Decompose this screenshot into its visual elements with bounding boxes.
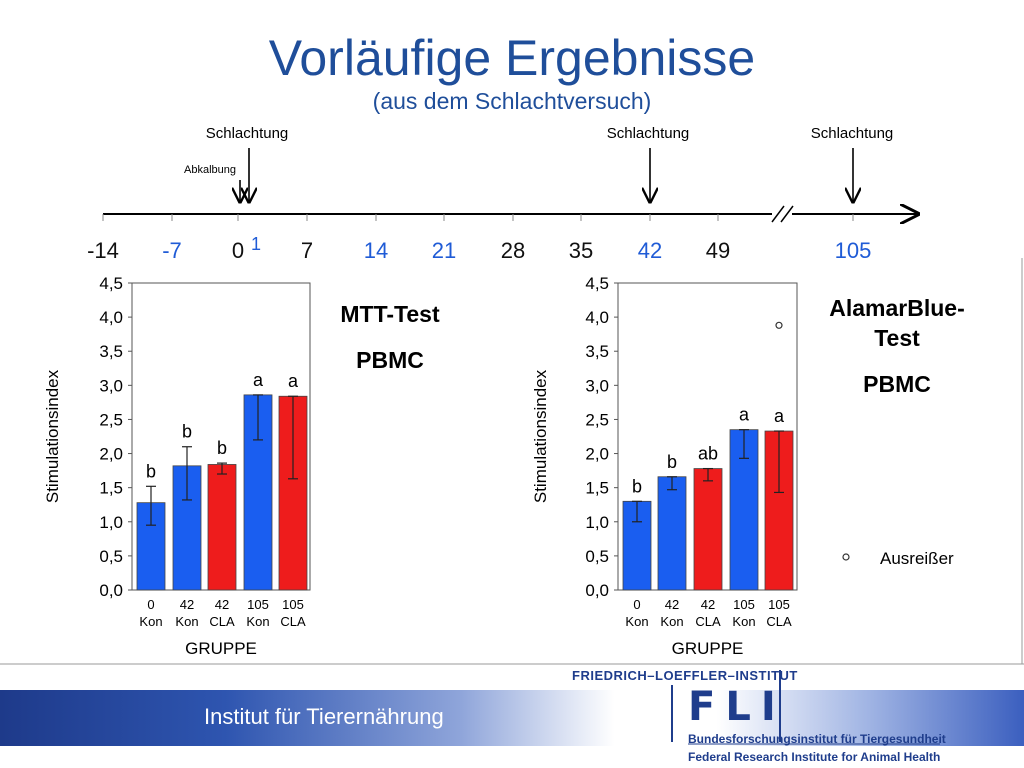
- fli-logo: FLI: [688, 684, 786, 730]
- y-axis-label: Stimulationsindex: [43, 369, 62, 503]
- x-tick-label: Kon: [246, 614, 269, 629]
- y-tick-label: 0,5: [99, 547, 123, 566]
- timeline-label: 14: [364, 238, 388, 263]
- y-tick-label: 4,0: [99, 308, 123, 327]
- event-label: Schlachtung: [607, 125, 690, 142]
- x-tick-label: 105: [768, 597, 790, 612]
- slide-title: Vorläufige Ergebnisse: [268, 30, 756, 86]
- x-axis-label: GRUPPE: [672, 639, 744, 658]
- timeline-label: 0: [232, 238, 244, 263]
- fli-german-name: Bundesforschungsinstitut für Tiergesundh…: [688, 732, 946, 746]
- timeline-label: 49: [706, 238, 730, 263]
- x-tick-label: CLA: [766, 614, 792, 629]
- footer-band: [0, 690, 1024, 746]
- y-tick-label: 0,5: [585, 547, 609, 566]
- timeline-label: 35: [569, 238, 593, 263]
- y-tick-label: 1,0: [99, 513, 123, 532]
- slide-subtitle: (aus dem Schlachtversuch): [372, 88, 652, 114]
- chart-title: MTT-Test: [340, 301, 440, 327]
- event-label: Abkalbung: [184, 164, 236, 176]
- x-tick-label: Kon: [660, 614, 683, 629]
- x-tick-label: 42: [215, 597, 229, 612]
- significance-letter: ab: [698, 444, 718, 464]
- chart-title-line2: Test: [874, 325, 920, 351]
- significance-letter: a: [253, 370, 264, 390]
- y-tick-label: 3,5: [99, 342, 123, 361]
- y-tick-label: 0,0: [585, 581, 609, 600]
- chart-subtitle: PBMC: [356, 347, 424, 373]
- chart-2: 0,0 0,5 1,0 1,5 2,0 2,5 3,0 3,5 4,0 4,5 Stimulatio…: [531, 274, 965, 658]
- axis-break-mark: [771, 205, 785, 223]
- x-tick-label: Kon: [175, 614, 198, 629]
- x-axis-label: GRUPPE: [185, 639, 257, 658]
- chart-1: 0,0 0,5 1,0 1,5 2,0 2,5 3,0 3,5 4,0 4,5 Stimulatio…: [43, 274, 440, 658]
- significance-letter: b: [667, 452, 677, 472]
- bar: [693, 468, 723, 591]
- axis-break-mark: [780, 205, 794, 223]
- x-tick-label: Kon: [139, 614, 162, 629]
- y-tick-label: 3,5: [585, 342, 609, 361]
- y-axis-label: Stimulationsindex: [531, 369, 550, 503]
- timeline-label: 1: [251, 234, 261, 254]
- timeline: -14 -7 0 1 7 14 21 28 35 42 49 105 Schlachtung Abkalb…: [87, 125, 1024, 263]
- x-tick-label: Kon: [732, 614, 755, 629]
- significance-letter: a: [774, 406, 785, 426]
- x-tick-label: 42: [701, 597, 715, 612]
- chart-title-line1: AlamarBlue-: [829, 295, 964, 321]
- y-tick-label: 1,0: [585, 513, 609, 532]
- timeline-label: 105: [835, 238, 872, 263]
- significance-letter: a: [739, 405, 750, 425]
- significance-letter: b: [146, 461, 156, 481]
- x-tick-label: 105: [733, 597, 755, 612]
- timeline-label: 7: [301, 238, 313, 263]
- x-tick-label: 0: [147, 597, 154, 612]
- significance-letter: a: [288, 371, 299, 391]
- y-tick-label: 2,0: [585, 445, 609, 464]
- x-tick-label: 0: [633, 597, 640, 612]
- y-tick-label: 2,5: [99, 410, 123, 429]
- y-tick-label: 2,0: [99, 445, 123, 464]
- event-label: Schlachtung: [206, 125, 289, 142]
- significance-letter: b: [632, 476, 642, 496]
- y-tick-label: 4,5: [99, 274, 123, 293]
- event-label: Schlachtung: [811, 125, 894, 142]
- timeline-label: 28: [501, 238, 525, 263]
- x-tick-label: CLA: [695, 614, 721, 629]
- y-tick-label: 3,0: [99, 376, 123, 395]
- timeline-label: -14: [87, 238, 119, 263]
- y-tick-label: 2,5: [585, 410, 609, 429]
- bar: [207, 464, 237, 591]
- bar: [657, 476, 687, 591]
- timeline-label: 42: [638, 238, 662, 263]
- y-tick-label: 0,0: [99, 581, 123, 600]
- x-tick-label: Kon: [625, 614, 648, 629]
- y-tick-label: 1,5: [585, 479, 609, 498]
- significance-letter: b: [217, 438, 227, 458]
- significance-letter: b: [182, 422, 192, 442]
- x-tick-label: 42: [180, 597, 194, 612]
- institute-name: Institut für Tierernährung: [204, 704, 444, 729]
- y-tick-label: 4,0: [585, 308, 609, 327]
- x-tick-label: CLA: [280, 614, 306, 629]
- y-tick-label: 4,5: [585, 274, 609, 293]
- legend-outlier-symbol: [842, 553, 850, 561]
- fli-english-name: Federal Research Institute for Animal He…: [688, 750, 941, 764]
- outlier-point: [775, 321, 783, 329]
- x-tick-label: 105: [247, 597, 269, 612]
- x-tick-label: CLA: [209, 614, 235, 629]
- x-tick-label: 105: [282, 597, 304, 612]
- chart-subtitle: PBMC: [863, 371, 931, 397]
- x-tick-label: 42: [665, 597, 679, 612]
- legend-label: Ausreißer: [880, 549, 954, 568]
- y-tick-label: 3,0: [585, 376, 609, 395]
- fli-name: FRIEDRICH–LOEFFLER–INSTITUT: [572, 668, 798, 683]
- timeline-label: 21: [432, 238, 456, 263]
- timeline-label: -7: [162, 238, 182, 263]
- y-tick-label: 1,5: [99, 479, 123, 498]
- charts: 0,0 0,5 1,0 1,5 2,0 2,5 3,0 3,5 4,0 4,5 Stimulatio…: [0, 258, 1024, 665]
